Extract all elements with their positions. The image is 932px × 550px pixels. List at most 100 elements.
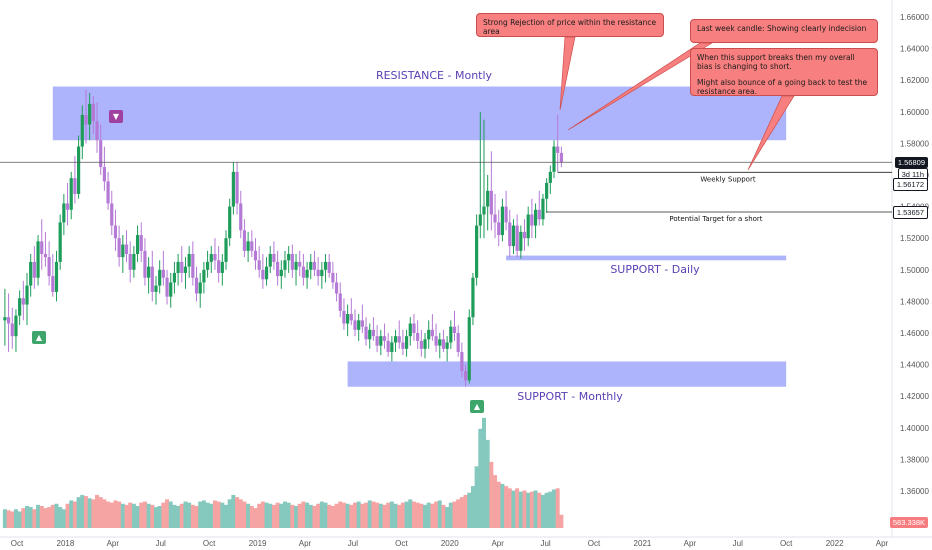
bull-marker-2020-icon[interactable]: ▲ [470, 400, 484, 413]
candle-body [368, 329, 372, 340]
volume-bar [426, 502, 431, 528]
volume-bar [334, 503, 339, 528]
candle-body [301, 266, 306, 278]
candle-body [128, 254, 132, 270]
candle-body [316, 269, 320, 277]
candle-body [25, 285, 29, 305]
volume-bar [360, 503, 365, 528]
volume-bar [271, 504, 276, 528]
candle-body [276, 261, 280, 277]
candle-body [102, 167, 106, 182]
time-tick-label: 2018 [57, 539, 75, 548]
note-bias-line-2: Might also bounce of a going back to tes… [697, 77, 868, 97]
time-tick-label: Oct [203, 539, 216, 548]
note-rejection[interactable]: Strong Rejection of price within the res… [476, 13, 664, 37]
candle-body [110, 203, 114, 226]
volume-bar [371, 501, 376, 528]
candle-body [467, 317, 471, 381]
volume-bar [87, 498, 92, 528]
volume-bar [319, 501, 324, 528]
candle-body [404, 336, 409, 349]
note-bias[interactable]: When this support breaks then my overall… [690, 48, 878, 96]
volume-bar [36, 504, 41, 528]
candle-body [84, 114, 88, 125]
volume-bar [511, 490, 516, 528]
candle-body [3, 317, 7, 321]
candle-body [438, 339, 442, 346]
candle-body [169, 282, 173, 297]
candle-body [294, 261, 298, 270]
volume-bar [150, 504, 155, 528]
candle-body [29, 261, 33, 286]
volume-bar [500, 483, 505, 528]
volume-bar [470, 486, 475, 528]
volume-bar [297, 503, 302, 528]
bear-marker-icon[interactable]: ▼ [109, 110, 123, 123]
candle-body [482, 206, 486, 215]
price-tag-volume: 583.338K [889, 517, 928, 528]
candle-body [213, 254, 217, 261]
volume-bar [246, 503, 251, 528]
callout-pointers [559, 36, 795, 171]
volume-bar [463, 494, 468, 528]
candle-body [452, 326, 457, 333]
volume-bar [282, 501, 287, 528]
note-indecision[interactable]: Last week candle: Showing clearly indeci… [690, 19, 878, 43]
candle-body [456, 333, 460, 352]
volume-bar [364, 502, 369, 528]
volume-bar [555, 488, 560, 528]
candle-body [253, 250, 258, 261]
levels: Weekly Support Potential Target for a sho… [0, 161, 892, 223]
candle-body [217, 260, 221, 273]
volume-bar [408, 499, 413, 528]
note-bias-line-1: When this support breaks then my overall… [697, 53, 855, 72]
volume-bar [411, 501, 416, 528]
volume-bar [201, 500, 206, 528]
candle-body [246, 241, 250, 251]
candle-body [161, 269, 165, 278]
price-tick-label: 1.62000 [900, 76, 929, 85]
volume-bar [17, 511, 22, 528]
volume-bar [28, 507, 33, 528]
volume-bar [6, 510, 11, 528]
candle-body [51, 276, 55, 292]
note-indecision-text: Last week candle: Showing clearly indeci… [697, 24, 867, 33]
volume-bar [518, 491, 523, 528]
candle-body [18, 298, 22, 316]
volume-bar [139, 502, 144, 528]
volume-bar [400, 502, 405, 528]
candle-body [95, 121, 99, 141]
candle-body [386, 340, 390, 352]
candle-body [261, 269, 265, 280]
volume-bar [253, 508, 258, 528]
volume-bar [301, 501, 306, 528]
candle-body [312, 261, 317, 270]
candle-body [497, 222, 501, 236]
candle-body [533, 209, 538, 226]
volume-bar [205, 502, 210, 528]
candle-body [309, 261, 313, 270]
candle-body [113, 225, 118, 239]
volume-bar [120, 503, 125, 528]
time-tick-label: Oct [780, 539, 793, 548]
volume-bar [294, 505, 299, 528]
candle-body [73, 178, 77, 194]
candle-body [427, 329, 431, 340]
candle-body [548, 171, 552, 183]
volume-bar [260, 501, 265, 528]
volume-bar [485, 439, 490, 528]
level-label: Weekly Support [700, 175, 755, 183]
candle-body [69, 178, 73, 210]
candle-body [287, 254, 291, 261]
bull-marker-icon[interactable]: ▲ [32, 331, 46, 344]
candle-body [106, 181, 110, 204]
volume-bar [533, 490, 538, 528]
candle-body [117, 238, 121, 258]
volume-bar [382, 504, 387, 528]
candle-body [416, 333, 420, 341]
volume-bar [474, 466, 479, 528]
candle-body [43, 254, 48, 258]
candle-body [519, 231, 523, 251]
candle-body [530, 214, 534, 226]
